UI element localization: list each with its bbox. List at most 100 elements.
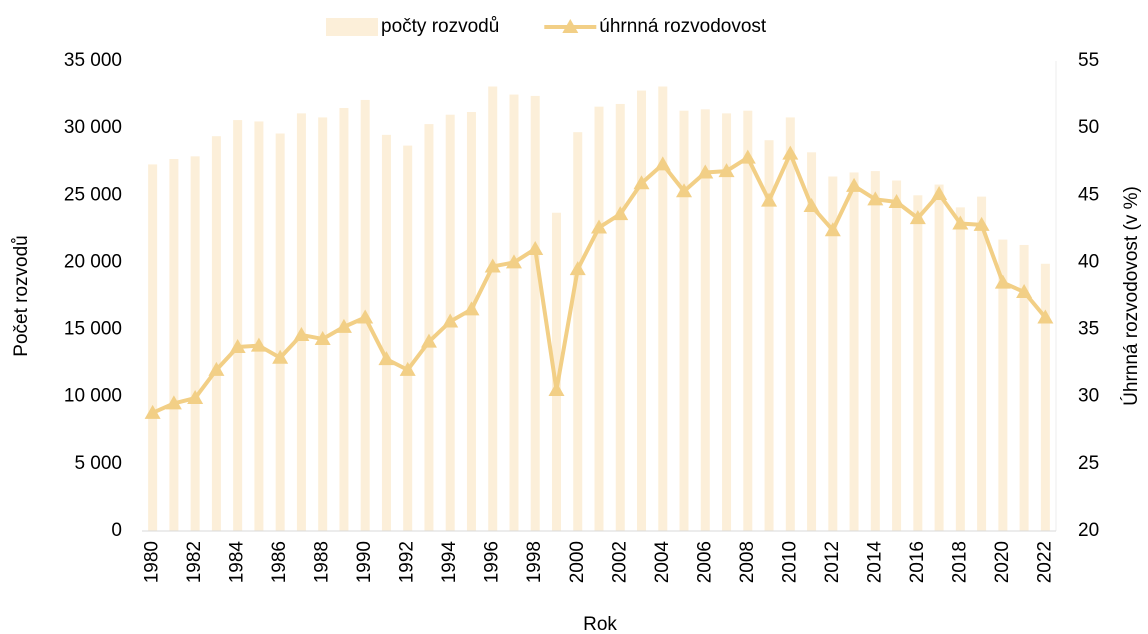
x-tick-label: 2002 bbox=[609, 541, 630, 583]
marker bbox=[420, 333, 437, 348]
legend-marker bbox=[562, 19, 579, 33]
bar bbox=[955, 207, 965, 531]
marker bbox=[505, 254, 522, 269]
marker bbox=[633, 175, 650, 190]
bar bbox=[254, 121, 264, 531]
bar bbox=[1019, 244, 1029, 531]
x-tick-label: 1984 bbox=[227, 541, 248, 584]
marker bbox=[676, 183, 693, 198]
x-tick-label: 2012 bbox=[822, 541, 843, 583]
marker bbox=[591, 219, 607, 234]
marker bbox=[824, 222, 841, 237]
bar bbox=[148, 164, 158, 531]
x-tick-label: 1988 bbox=[312, 541, 333, 583]
x-tick-label: 2018 bbox=[949, 541, 970, 583]
y2-tick-label: 45 bbox=[1078, 184, 1099, 205]
bar bbox=[658, 86, 668, 531]
x-tick-label: 2008 bbox=[737, 541, 758, 583]
y-tick-label: 15 000 bbox=[64, 319, 122, 340]
bar bbox=[913, 195, 923, 532]
bar bbox=[615, 103, 625, 531]
bar bbox=[488, 86, 498, 531]
bar bbox=[211, 136, 221, 531]
bar bbox=[998, 239, 1008, 531]
marker bbox=[165, 395, 182, 410]
marker bbox=[314, 330, 331, 345]
bar bbox=[637, 90, 647, 532]
bar bbox=[318, 117, 328, 532]
y-tick-label: 5 000 bbox=[74, 453, 122, 474]
x-tick-label: 2022 bbox=[1034, 541, 1055, 583]
y2-tick-label: 40 bbox=[1078, 251, 1099, 272]
marker bbox=[612, 206, 629, 221]
marker bbox=[335, 318, 352, 333]
x-tick-label: 2000 bbox=[567, 541, 588, 583]
bar bbox=[275, 133, 285, 531]
marker bbox=[272, 349, 289, 364]
bar bbox=[530, 95, 540, 532]
x-tick-label: 1998 bbox=[524, 541, 545, 583]
y-tick-label: 30 000 bbox=[64, 117, 122, 138]
bar bbox=[700, 109, 710, 531]
x-tick-label: 2014 bbox=[864, 541, 885, 584]
y-tick-label: 10 000 bbox=[64, 386, 122, 407]
marker bbox=[569, 261, 586, 276]
x-tick-label: 1990 bbox=[354, 541, 375, 583]
bar bbox=[828, 176, 838, 531]
x-tick-label: 2010 bbox=[779, 541, 800, 583]
marker bbox=[782, 145, 799, 160]
y-tick-label: 35 000 bbox=[64, 50, 122, 71]
marker bbox=[909, 210, 926, 225]
y2-tick-label: 20 bbox=[1078, 520, 1099, 541]
x-tick-label: 2006 bbox=[694, 541, 715, 583]
marker bbox=[293, 326, 310, 341]
bar bbox=[785, 117, 795, 532]
marker bbox=[761, 192, 778, 207]
bar bbox=[381, 134, 391, 531]
y-axis-label: Počet rozvodů bbox=[11, 235, 32, 356]
x-tick-label: 2020 bbox=[992, 541, 1013, 583]
marker bbox=[399, 361, 416, 376]
bar bbox=[764, 140, 774, 531]
y-tick-label: 25 000 bbox=[64, 184, 122, 205]
bar bbox=[466, 112, 476, 532]
marker bbox=[973, 216, 990, 231]
bar bbox=[594, 106, 604, 532]
marker bbox=[484, 258, 501, 273]
marker bbox=[442, 313, 459, 328]
y-tick-label: 20 000 bbox=[64, 251, 122, 272]
marker bbox=[187, 390, 204, 405]
marker bbox=[994, 274, 1011, 289]
bar bbox=[509, 94, 519, 532]
x-tick-label: 2016 bbox=[907, 541, 928, 583]
marker bbox=[718, 163, 735, 178]
bar bbox=[892, 180, 902, 531]
bar bbox=[403, 145, 413, 531]
marker bbox=[463, 301, 480, 316]
x-tick-label: 1980 bbox=[142, 541, 163, 583]
y2-tick-label: 30 bbox=[1078, 386, 1099, 407]
marker bbox=[250, 337, 267, 352]
marker bbox=[527, 241, 544, 255]
bar bbox=[1040, 263, 1050, 531]
marker bbox=[654, 156, 671, 171]
bar bbox=[573, 132, 583, 531]
marker bbox=[1037, 309, 1054, 324]
bar bbox=[849, 172, 859, 531]
x-tick-label: 1996 bbox=[482, 541, 503, 583]
marker bbox=[378, 351, 395, 366]
marker bbox=[739, 149, 756, 164]
bar bbox=[424, 124, 434, 531]
marker bbox=[1016, 283, 1033, 298]
marker bbox=[229, 339, 246, 354]
y2-tick-label: 25 bbox=[1078, 453, 1099, 474]
bar bbox=[870, 171, 880, 531]
marker bbox=[697, 164, 714, 179]
bar bbox=[977, 196, 987, 531]
legend-label: počty rozvodů bbox=[381, 16, 499, 37]
marker bbox=[357, 309, 374, 324]
bar bbox=[169, 159, 179, 531]
marker bbox=[144, 404, 161, 419]
bar bbox=[296, 113, 306, 531]
y2-tick-label: 50 bbox=[1078, 117, 1099, 138]
